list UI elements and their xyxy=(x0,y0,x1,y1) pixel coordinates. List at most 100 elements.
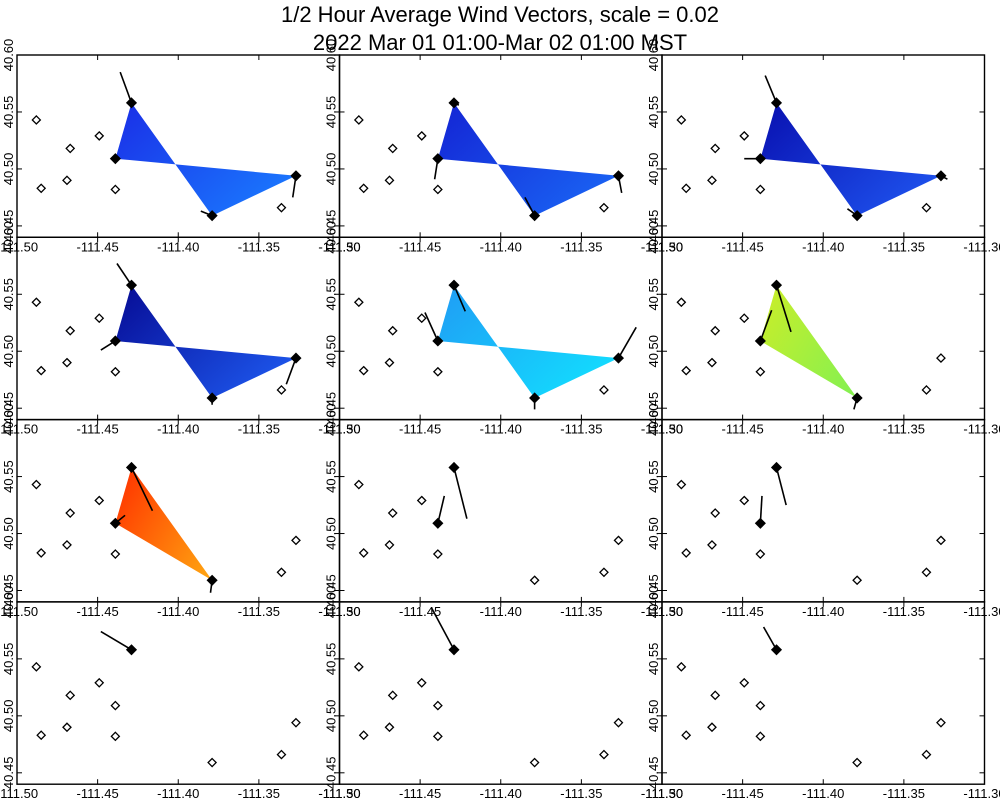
y-tick-label: 40.50 xyxy=(1,517,16,550)
panel-9: -111.50-111.45-111.40-111.35-111.3040.45… xyxy=(641,403,1000,619)
y-tick-label: 40.50 xyxy=(324,517,339,550)
station-marker xyxy=(65,325,76,336)
y-tick-label: 40.45 xyxy=(324,210,339,243)
station-marker xyxy=(387,690,398,701)
y-tick-label: 40.45 xyxy=(324,392,339,425)
panel-1: -111.50 -111.45 -111.40 -111.35 -111.3040.45… xyxy=(0,39,361,255)
station-marker xyxy=(110,366,121,377)
y-tick-label: 40.60 xyxy=(1,39,16,72)
y-tick-label: 40.50 xyxy=(1,153,16,186)
y-tick-label: 40.55 xyxy=(324,643,339,676)
station-marker xyxy=(432,731,443,742)
x-tick-label: -111.45 xyxy=(722,786,764,800)
x-tick-label: -111.45 xyxy=(77,239,119,254)
y-tick-label: 40.50 xyxy=(324,700,339,733)
interpolated-wind-field xyxy=(760,285,858,398)
station-marker xyxy=(353,479,364,490)
y-tick-label: 40.55 xyxy=(1,643,16,676)
y-tick-label: 40.55 xyxy=(646,278,661,311)
station-marker xyxy=(94,677,105,688)
station-marker xyxy=(681,183,692,194)
panel-frame xyxy=(661,236,986,421)
station-marker xyxy=(676,115,687,125)
station-marker xyxy=(353,297,364,308)
x-tick-label: -111.40 xyxy=(802,604,844,619)
x-tick-label: -111.40 xyxy=(157,239,199,254)
x-tick-label: -111.45 xyxy=(399,604,441,619)
station-marker xyxy=(755,549,766,559)
y-tick-label: 40.55 xyxy=(1,96,16,129)
x-tick-label: -111.30 xyxy=(963,786,1000,800)
interpolated-wind-field xyxy=(760,102,941,216)
x-tick-label: -111.40 xyxy=(480,786,522,800)
x-tick-label: -111.45 xyxy=(399,239,441,254)
x-tick-label: -111.30 xyxy=(963,604,1000,619)
station-marker xyxy=(599,385,609,395)
y-tick-label: 40.55 xyxy=(324,278,339,311)
x-tick-label: -111.45 xyxy=(722,239,764,254)
wind-vector xyxy=(200,210,213,217)
y-tick-label: 40.45 xyxy=(1,210,16,243)
station-marker xyxy=(207,757,218,768)
station-marker xyxy=(599,567,609,578)
station-marker xyxy=(110,700,121,711)
y-tick-label: 40.55 xyxy=(1,460,16,493)
station-marker xyxy=(353,661,364,672)
y-tick-label: 40.45 xyxy=(1,757,16,790)
wind-vector xyxy=(453,467,468,519)
station-marker xyxy=(676,661,687,672)
x-tick-label: -111.45 xyxy=(77,786,119,800)
x-tick-label: -111.35 xyxy=(238,239,280,254)
x-tick-label: -111.30 xyxy=(963,239,1000,254)
y-tick-label: 40.55 xyxy=(1,278,16,311)
station-marker xyxy=(110,184,121,195)
x-tick-label: -111.50 xyxy=(641,786,683,800)
station-marker xyxy=(681,365,692,376)
wind-vector xyxy=(430,607,455,651)
x-tick-label: -111.50 xyxy=(0,786,38,800)
x-tick-label: -111.30 xyxy=(963,422,1000,437)
y-tick-label: 40.45 xyxy=(646,757,661,790)
wind-vector xyxy=(617,326,637,359)
wind-vector xyxy=(764,75,778,104)
x-tick-label: -111.40 xyxy=(802,422,844,437)
y-tick-label: 40.50 xyxy=(646,153,661,186)
y-tick-label: 40.45 xyxy=(1,574,16,607)
station-marker xyxy=(62,175,72,186)
y-tick-label: 40.45 xyxy=(324,574,339,607)
x-tick-label: -111.50 xyxy=(0,604,38,619)
station-marker xyxy=(62,540,72,550)
y-tick-label: 40.60 xyxy=(1,403,16,436)
y-tick-label: 40.60 xyxy=(324,586,339,619)
station-marker xyxy=(707,357,717,368)
station-marker xyxy=(384,357,395,368)
wind-vector xyxy=(853,397,858,410)
station-marker xyxy=(739,495,750,506)
x-tick-label: -111.40 xyxy=(480,239,522,254)
y-tick-label: 40.55 xyxy=(646,643,661,676)
interpolated-wind-field xyxy=(437,285,619,398)
y-tick-label: 40.60 xyxy=(324,221,339,254)
station-marker xyxy=(599,202,609,213)
station-marker xyxy=(755,184,766,195)
x-tick-label: -111.35 xyxy=(883,422,925,437)
y-tick-label: 40.60 xyxy=(1,586,16,619)
wind-vector xyxy=(940,175,948,180)
station-marker xyxy=(936,535,946,546)
station-marker xyxy=(921,567,932,578)
station-marker xyxy=(681,547,692,558)
station-marker xyxy=(921,385,932,395)
station-marker xyxy=(94,313,105,324)
station-marker xyxy=(755,700,766,711)
station-marker xyxy=(432,700,443,711)
chart-title-line-2: 2022 Mar 01 01:00-Mar 02 01:00 MST xyxy=(312,30,688,55)
station-marker xyxy=(31,661,42,672)
x-tick-label: -111.50 xyxy=(0,422,38,437)
wind-vector xyxy=(453,284,467,312)
wind-vector xyxy=(119,71,133,104)
x-tick-label: -111.45 xyxy=(399,422,441,437)
station-marker xyxy=(62,357,72,368)
y-tick-label: 40.60 xyxy=(646,403,661,436)
station-marker xyxy=(710,143,721,154)
